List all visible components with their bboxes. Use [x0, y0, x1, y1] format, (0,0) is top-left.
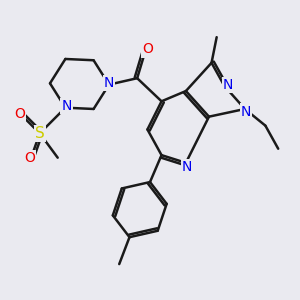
Text: S: S — [35, 126, 45, 141]
Text: O: O — [24, 151, 35, 165]
Text: O: O — [142, 43, 153, 56]
Text: N: N — [182, 160, 192, 174]
Text: N: N — [241, 104, 251, 118]
Text: O: O — [14, 107, 25, 121]
Text: N: N — [223, 78, 233, 92]
Text: N: N — [61, 99, 72, 112]
Text: N: N — [104, 76, 114, 90]
